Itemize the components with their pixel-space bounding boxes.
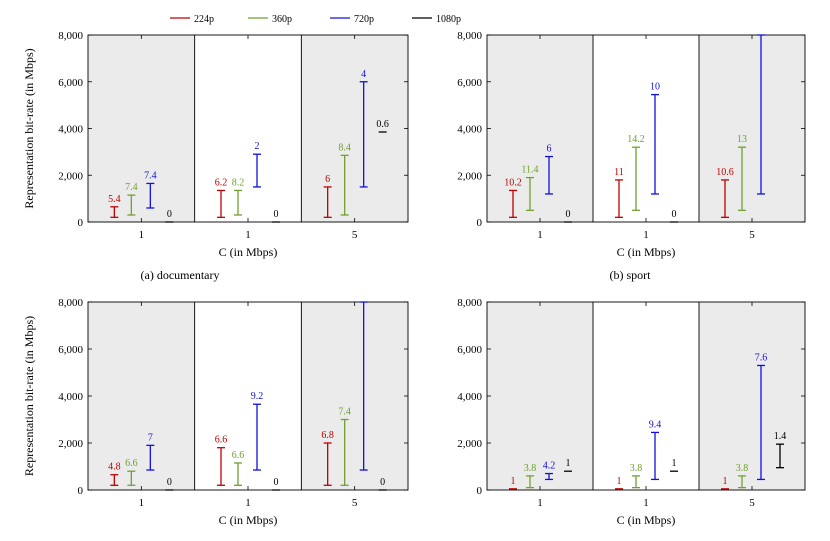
panel-4-bar-value-label-720p: 7.6 — [755, 352, 768, 363]
legend-label-224p: 224p — [194, 14, 214, 25]
panel-3-group-background — [88, 302, 195, 490]
legend-label-1080p: 1080p — [436, 14, 461, 25]
panel-3-bar-value-label-720p: 7 — [148, 432, 153, 443]
panel-2-y-tick-label: 4,000 — [457, 124, 482, 136]
panel-3-y-tick-label: 6,000 — [58, 344, 83, 356]
panel-4-bar-value-label-720p: 9.4 — [649, 419, 662, 430]
panel-3-bar-value-label-360p: 6.6 — [125, 458, 138, 469]
panel-1-group-background — [301, 35, 408, 222]
panel-1-bar-value-label-360p: 8.2 — [232, 177, 245, 188]
panel-2-bar-value-label-1080p: 0 — [672, 209, 677, 220]
panel-4-bar-value-label-224p: 1 — [617, 476, 622, 487]
legend-label-720p: 720p — [354, 14, 374, 25]
panel-2-bar-value-label-224p: 10.6 — [716, 167, 734, 178]
panel-2-x-tick-label: 1 — [537, 229, 543, 241]
panel-2-y-tick-label: 8,000 — [457, 30, 482, 42]
panel-1-group-background — [88, 35, 195, 222]
panel-1-bar-value-label-224p: 6 — [325, 174, 330, 185]
panel-2-bar-value-label-360p: 14.2 — [627, 134, 645, 145]
panel-3-y-tick-label: 2,000 — [58, 438, 83, 450]
panel-4-bar-value-label-360p: 3.8 — [736, 463, 749, 474]
panel-2-y-tick-label: 6,000 — [457, 77, 482, 89]
panel-1-bar-value-label-720p: 4 — [361, 69, 366, 80]
panel-1-bar-value-label-360p: 7.4 — [125, 182, 138, 193]
panel-3-x-tick-label: 1 — [139, 497, 145, 509]
panel-4-y-tick-label: 2,000 — [457, 438, 482, 450]
panel-3-y-tick-label: 8,000 — [58, 297, 83, 309]
panel-2-caption: (b) sport — [610, 268, 652, 282]
panel-2-group-background — [699, 35, 805, 222]
panel-2-bar-value-label-360p: 13 — [737, 134, 747, 145]
panel-1-bar-value-label-720p: 2 — [255, 141, 260, 152]
legend-label-360p: 360p — [272, 14, 292, 25]
panel-3-bar-value-label-1080p: 0 — [167, 477, 172, 488]
panel-4-x-axis-label: C (in Mbps) — [617, 513, 676, 527]
panel-4-bar-value-label-360p: 3.8 — [524, 463, 537, 474]
panel-1-bar-value-label-224p: 5.4 — [108, 194, 121, 205]
panel-3-bar-value-label-224p: 6.8 — [321, 430, 334, 441]
panel-4-x-tick-label: 5 — [749, 497, 755, 509]
panel-1-y-tick-label: 6,000 — [58, 77, 83, 89]
panel-4-y-tick-label: 6,000 — [457, 344, 482, 356]
panel-2-bar-value-label-1080p: 0 — [566, 209, 571, 220]
panel-1-y-tick-label: 8,000 — [58, 30, 83, 42]
panel-1-x-tick-label: 1 — [139, 229, 145, 241]
panel-3-x-tick-label: 5 — [352, 497, 358, 509]
panel-2-group-background — [487, 35, 593, 222]
panel-4-y-tick-label: 0 — [477, 485, 483, 497]
panel-4-y-tick-label: 8,000 — [457, 297, 482, 309]
panel-3-bar-value-label-1080p: 0 — [274, 477, 279, 488]
panel-2-x-tick-label: 5 — [749, 229, 755, 241]
panel-1-bar-value-label-224p: 6.2 — [215, 177, 228, 188]
panel-1-bar-value-label-1080p: 0.6 — [376, 119, 389, 130]
panel-4-bar-value-label-720p: 4.2 — [543, 461, 556, 472]
panel-3-group-background — [301, 302, 408, 490]
panel-4-x-tick-label: 1 — [537, 497, 543, 509]
panel-4-bar-value-label-1080p: 1.4 — [774, 431, 787, 442]
panel-1-bar-value-label-360p: 8.4 — [338, 142, 351, 153]
panel-3-y-tick-label: 4,000 — [58, 391, 83, 403]
panel-2-x-axis-label: C (in Mbps) — [617, 245, 676, 259]
panel-1-bar-value-label-1080p: 0 — [274, 209, 279, 220]
panel-1-y-tick-label: 0 — [78, 217, 84, 229]
panel-4-bar-value-label-360p: 3.8 — [630, 463, 643, 474]
panel-4-group-background — [699, 302, 805, 490]
panel-1-bar-value-label-1080p: 0 — [167, 209, 172, 220]
panel-2-bar-value-label-360p: 11.4 — [521, 165, 538, 176]
panel-2-bar-value-label-720p: 10 — [650, 82, 660, 93]
panel-4-y-tick-label: 4,000 — [457, 391, 482, 403]
panel-3-bar-value-label-1080p: 0 — [380, 477, 385, 488]
panel-3-bar-value-label-224p: 6.6 — [215, 435, 228, 446]
panel-4-bar-value-label-1080p: 1 — [672, 458, 677, 469]
panel-3-y-tick-label: 0 — [78, 485, 84, 497]
panel-2-y-tick-label: 2,000 — [457, 170, 482, 182]
panel-3-bar-value-label-360p: 7.4 — [338, 407, 351, 418]
panel-3-bar-value-label-360p: 6.6 — [232, 450, 245, 461]
panel-2-x-tick-label: 1 — [643, 229, 649, 241]
panel-2-bar-value-label-224p: 10.2 — [504, 177, 522, 188]
panel-1-x-tick-label: 5 — [352, 229, 358, 241]
panel-4-bar-value-label-224p: 1 — [511, 476, 516, 487]
panel-4-bar-value-label-1080p: 1 — [566, 458, 571, 469]
panel-1-x-tick-label: 1 — [245, 229, 251, 241]
panel-2-y-tick-label: 0 — [477, 217, 483, 229]
panel-3-bar-value-label-224p: 4.8 — [108, 462, 121, 473]
panel-4-group-background — [487, 302, 593, 490]
panel-1-caption: (a) documentary — [141, 268, 220, 282]
panel-3-bar-value-label-720p: 9.2 — [251, 391, 264, 402]
panel-1-bar-value-label-720p: 7.4 — [144, 170, 157, 181]
panel-3-x-tick-label: 1 — [245, 497, 251, 509]
panel-1-y-tick-label: 4,000 — [58, 124, 83, 136]
panel-1-y-axis-label: Representation bit-rate (in Mbps) — [22, 48, 36, 208]
panel-1-x-axis-label: C (in Mbps) — [219, 245, 278, 259]
panel-4-bar-value-label-224p: 1 — [723, 476, 728, 487]
panel-3-x-axis-label: C (in Mbps) — [219, 513, 278, 527]
panel-3-y-axis-label: Representation bit-rate (in Mbps) — [22, 316, 36, 476]
panel-1-y-tick-label: 2,000 — [58, 170, 83, 182]
panel-4-x-tick-label: 1 — [643, 497, 649, 509]
panel-2-bar-value-label-224p: 11 — [614, 167, 624, 178]
panel-2-bar-value-label-720p: 6 — [547, 144, 552, 155]
